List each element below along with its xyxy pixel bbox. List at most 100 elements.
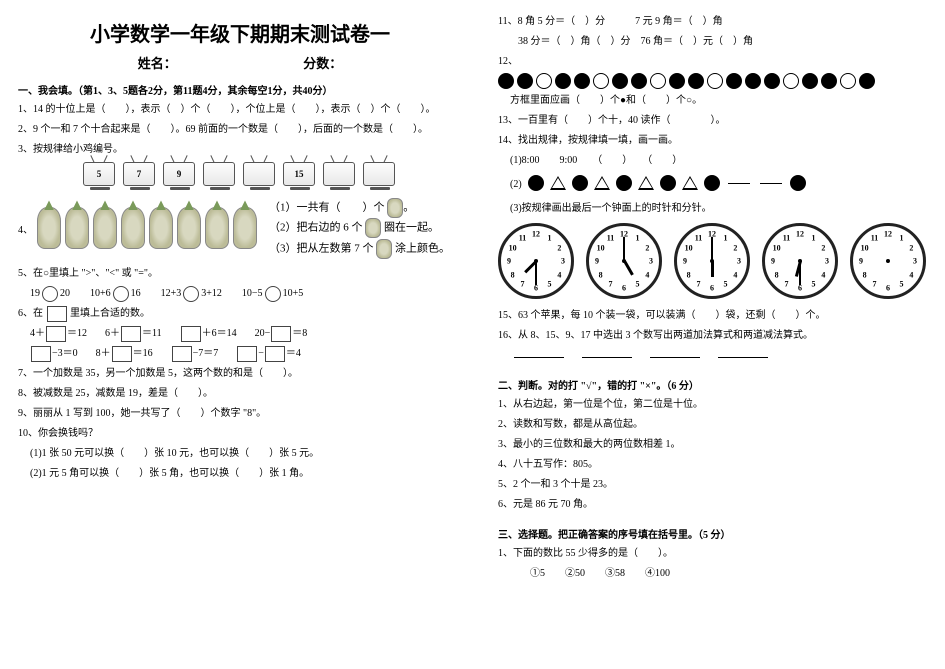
- fill-box-item: −7＝7: [171, 348, 219, 359]
- hollow-circle-icon: [707, 73, 723, 89]
- blank-box: [121, 326, 141, 342]
- clock-number: 5: [548, 280, 552, 289]
- clock-number: 2: [557, 243, 561, 252]
- clock-icon: 121234567891011: [674, 223, 750, 299]
- compare-item: 12+33+12: [161, 288, 222, 299]
- minute-hand: [623, 237, 625, 261]
- veg-icon: [37, 207, 61, 249]
- veg-icon: [177, 207, 201, 249]
- filled-circle-icon: [612, 73, 628, 89]
- clock-number: 2: [733, 243, 737, 252]
- s2-5: 5、2 个一和 3 个十是 23。: [498, 476, 927, 493]
- blank-box: [172, 346, 192, 362]
- clock-number: 3: [561, 257, 565, 266]
- q4-2b: 圈在一起。: [384, 222, 439, 234]
- veg-icon: [93, 207, 117, 249]
- veg-icon: [205, 207, 229, 249]
- clock-number: 12: [532, 230, 540, 239]
- compare-item: 10−510+5: [242, 288, 303, 299]
- s2-3: 3、最小的三位数和最大的两位数相差 1。: [498, 436, 927, 453]
- s2-1: 1、从右边起，第一位是个位，第二位是十位。: [498, 396, 927, 413]
- clock-number: 7: [609, 280, 613, 289]
- clock-number: 3: [825, 257, 829, 266]
- clock-number: 7: [697, 280, 701, 289]
- q5-items: 192010+61612+33+1210−510+5: [30, 285, 462, 302]
- filled-circle-icon: [572, 175, 588, 191]
- clock-number: 3: [649, 257, 653, 266]
- veg-icon: [65, 207, 89, 249]
- section3-head: 三、选择题。把正确答案的序号填在括号里。（5 分）: [498, 526, 927, 541]
- q4-prefix: 4、: [18, 221, 33, 236]
- blank-box: [271, 326, 291, 342]
- fill-box-item: 6＋＝11: [105, 328, 162, 339]
- filled-circle-icon: [764, 73, 780, 89]
- clock-number: 3: [913, 257, 917, 266]
- filled-circle-icon: [517, 73, 533, 89]
- compare-item: 1920: [30, 288, 70, 299]
- s3-1: 1、下面的数比 55 少得多的是（ ）。: [498, 545, 927, 562]
- fill-box-item: −＝4: [236, 348, 301, 359]
- fill-box-item: 4＋＝12: [30, 328, 87, 339]
- fill-box-item: 8＋＝16: [96, 348, 153, 359]
- clock-number: 10: [685, 243, 693, 252]
- minute-hand: [799, 261, 801, 285]
- section2-head: 二、判断。对的打 "√"，错的打 "×"。（6 分）: [498, 377, 927, 392]
- clock-number: 1: [900, 233, 904, 242]
- filled-circle-icon: [528, 175, 544, 191]
- clock-number: 6: [622, 284, 626, 293]
- clock-number: 9: [859, 257, 863, 266]
- q14-1: (1)8:00 9:00 （ ） （ ）: [510, 152, 927, 169]
- q12-label: 12、: [498, 56, 518, 67]
- hollow-circle-icon: [840, 73, 856, 89]
- q4-3b: 涂上颜色。: [395, 242, 450, 254]
- clock-number: 11: [783, 233, 791, 242]
- veg-icon: [121, 207, 145, 249]
- s3-1-opts: ①5 ②50 ③58 ④100: [510, 565, 927, 582]
- clock-number: 7: [873, 280, 877, 289]
- tv-icon: 15: [283, 162, 317, 190]
- clock-number: 4: [909, 270, 913, 279]
- clock-number: 9: [507, 257, 511, 266]
- clock-number: 8: [599, 270, 603, 279]
- triangle-icon: [594, 176, 610, 190]
- filled-circle-icon: [498, 73, 514, 89]
- q6-row1: 4＋＝126＋＝11＋6＝1420−＝8: [30, 325, 462, 342]
- tv-icon: 9: [163, 162, 197, 190]
- clock-number: 12: [796, 230, 804, 239]
- fill-box-item: ＋6＝14: [180, 328, 237, 339]
- filled-circle-icon: [631, 73, 647, 89]
- name-score-line: 姓名： 分数：: [18, 53, 462, 72]
- clock-number: 4: [557, 270, 561, 279]
- clock-number: 10: [509, 243, 517, 252]
- q15: 15、63 个苹果，每 10 个装一袋，可以装满（ ）袋，还剩（ ）个。: [498, 307, 927, 324]
- clock-number: 7: [785, 280, 789, 289]
- hollow-circle-icon: [650, 73, 666, 89]
- triangle-icon: [638, 176, 654, 190]
- compare-circle: [183, 286, 199, 302]
- clock-number: 5: [724, 280, 728, 289]
- clock-number: 1: [548, 233, 552, 242]
- compare-circle: [113, 286, 129, 302]
- clock-icon: 121234567891011: [850, 223, 926, 299]
- shape-row: [528, 175, 806, 191]
- q8: 8、被减数是 25，减数是 19，差是（ ）。: [18, 385, 462, 402]
- q4-row: 4、 （1）一共有（ ）个 。 （2）把右边的 6 个 圈在一起。 （3）把从左…: [18, 198, 462, 259]
- filled-circle-icon: [574, 73, 590, 89]
- tv-icon: 5: [83, 162, 117, 190]
- blank-box: [237, 346, 257, 362]
- clock-center: [622, 259, 626, 263]
- clock-icon: 121234567891011: [762, 223, 838, 299]
- blank-slot: [728, 183, 750, 184]
- clock-number: 2: [821, 243, 825, 252]
- clock-number: 10: [597, 243, 605, 252]
- score-label: 分数：: [303, 56, 342, 71]
- clock-number: 12: [884, 230, 892, 239]
- tv-icon: [203, 162, 237, 190]
- blank-slot: [760, 183, 782, 184]
- name-label: 姓名：: [138, 56, 177, 71]
- clock-number: 9: [595, 257, 599, 266]
- q10-2: (2)1 元 5 角可以换（ ）张 5 角，也可以换（ ）张 1 角。: [30, 465, 462, 482]
- filled-circle-icon: [745, 73, 761, 89]
- blank-box: [46, 326, 66, 342]
- q6-row2: −3＝08＋＝16−7＝7−＝4: [30, 345, 462, 362]
